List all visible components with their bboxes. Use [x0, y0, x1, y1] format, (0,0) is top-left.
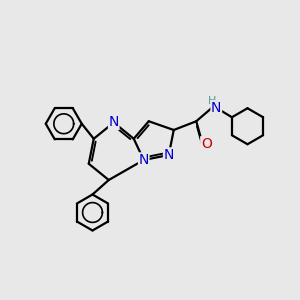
Text: N: N	[211, 100, 221, 115]
Text: O: O	[201, 137, 212, 151]
Text: H: H	[208, 96, 216, 106]
Text: N: N	[164, 148, 174, 162]
Text: N: N	[109, 116, 119, 130]
Text: N: N	[139, 153, 149, 167]
